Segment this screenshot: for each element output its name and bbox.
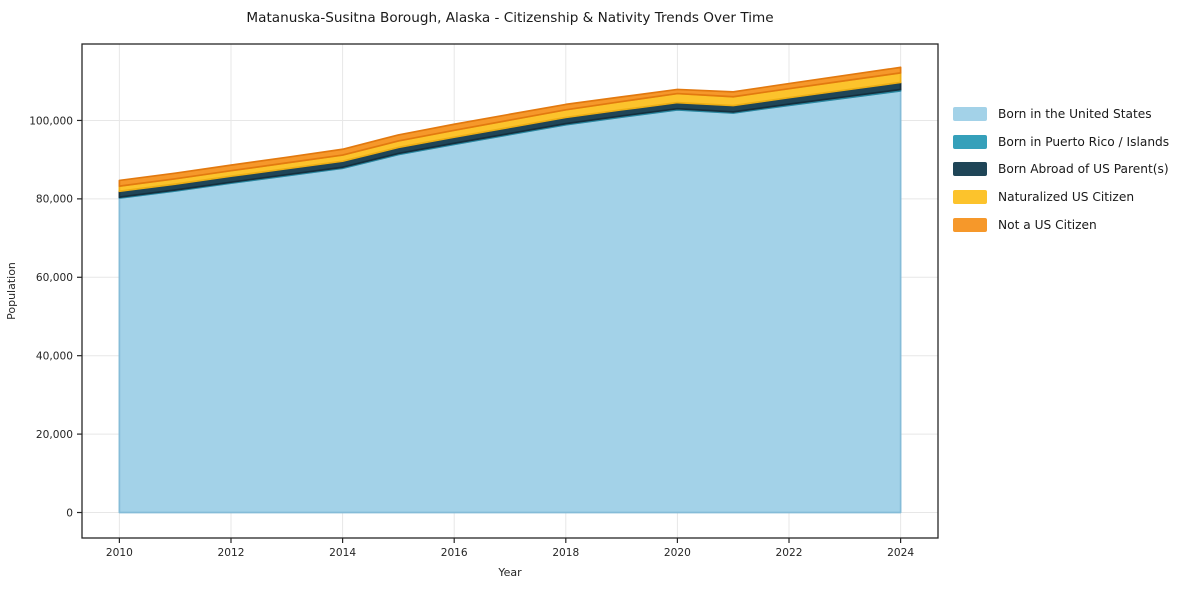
y-tick-label: 20,000 [36, 429, 73, 441]
x-tick-label: 2018 [552, 547, 579, 559]
legend-swatch [953, 134, 987, 149]
x-tick-label: 2016 [441, 547, 468, 559]
x-tick-label: 2024 [887, 547, 914, 559]
legend-swatch [953, 217, 987, 232]
y-tick-label: 40,000 [36, 350, 73, 362]
legend-item-born-in-puerto-rico-islands: Born in Puerto Rico / Islands [953, 128, 1169, 156]
area-series-not-a-us-citizen [118, 66, 902, 187]
chart-title: Matanuska-Susitna Borough, Alaska - Citi… [246, 10, 773, 26]
axis-ticks: 0 20,000 40,000 60,000 80,000 100,000 2010 2012… [29, 115, 914, 559]
x-tick-label: 2020 [664, 547, 691, 559]
legend-item-naturalized-us-citizen: Naturalized US Citizen [953, 183, 1169, 211]
stacked-areas [118, 66, 902, 514]
legend-item-born-in-the-united-states: Born in the United States [953, 100, 1169, 128]
legend-swatch [953, 189, 987, 204]
y-tick-label: 80,000 [36, 194, 73, 206]
x-tick-label: 2012 [218, 547, 245, 559]
y-tick-label: 60,000 [36, 272, 73, 284]
legend-swatch [953, 106, 987, 121]
x-axis-label: Year [497, 566, 522, 579]
x-tick-label: 2010 [106, 547, 133, 559]
x-tick-label: 2022 [776, 547, 803, 559]
y-tick-label: 100,000 [29, 115, 73, 127]
y-tick-label: 0 [66, 507, 73, 519]
legend-label: Born in Puerto Rico / Islands [998, 134, 1170, 149]
legend-label: Born Abroad of US Parent(s) [998, 162, 1169, 177]
legend-item-not-a-us-citizen: Not a US Citizen [953, 211, 1169, 239]
legend-item-born-abroad-of-us-parent-s: Born Abroad of US Parent(s) [953, 155, 1169, 183]
plot-frame [81, 43, 939, 539]
legend-label: Not a US Citizen [998, 217, 1097, 232]
legend-swatch [953, 162, 987, 177]
area-series-born-in-the-united-states [118, 90, 902, 514]
x-tick-label: 2014 [329, 547, 356, 559]
legend-label: Naturalized US Citizen [998, 189, 1135, 204]
y-axis-label: Population [5, 262, 18, 320]
chart-legend: Born in the United States Born in Puerto … [953, 100, 1169, 238]
legend-label: Born in the United States [998, 106, 1152, 121]
